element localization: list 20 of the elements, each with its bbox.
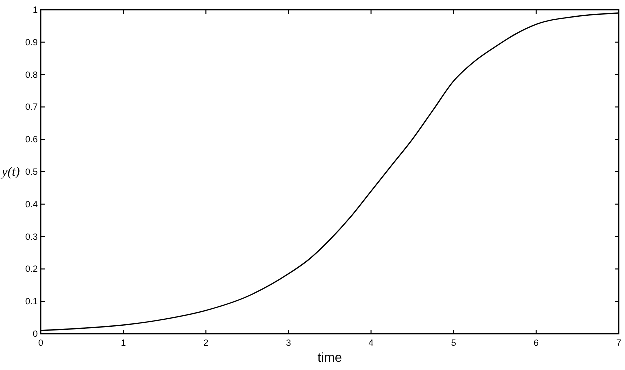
x-tick-label: 4 xyxy=(368,338,374,348)
y-tick-label: 1 xyxy=(32,5,38,15)
y-tick-label: 0.7 xyxy=(25,102,38,112)
x-tick-label: 2 xyxy=(204,338,209,348)
x-tick-label: 5 xyxy=(451,338,456,348)
x-tick-label: 1 xyxy=(121,338,126,348)
y-axis-title: y(t) xyxy=(0,164,20,179)
y-tick-label: 0.6 xyxy=(25,134,38,145)
x-tick-label: 7 xyxy=(616,338,622,348)
y-tick-label: 0.4 xyxy=(25,199,38,210)
y-tick-label: 0.1 xyxy=(25,296,38,307)
y-tick-label: 0.8 xyxy=(25,70,38,80)
y-tick-label: 0.2 xyxy=(25,264,38,274)
y-tick-label: 0.3 xyxy=(25,232,38,242)
x-axis-title: time xyxy=(318,350,342,365)
x-tick-label: 6 xyxy=(534,338,539,348)
y-tick-label: 0 xyxy=(32,329,38,339)
x-tick-label: 3 xyxy=(286,338,292,348)
y-tick-label: 0.9 xyxy=(25,37,38,48)
y-tick-label: 0.5 xyxy=(25,167,38,177)
